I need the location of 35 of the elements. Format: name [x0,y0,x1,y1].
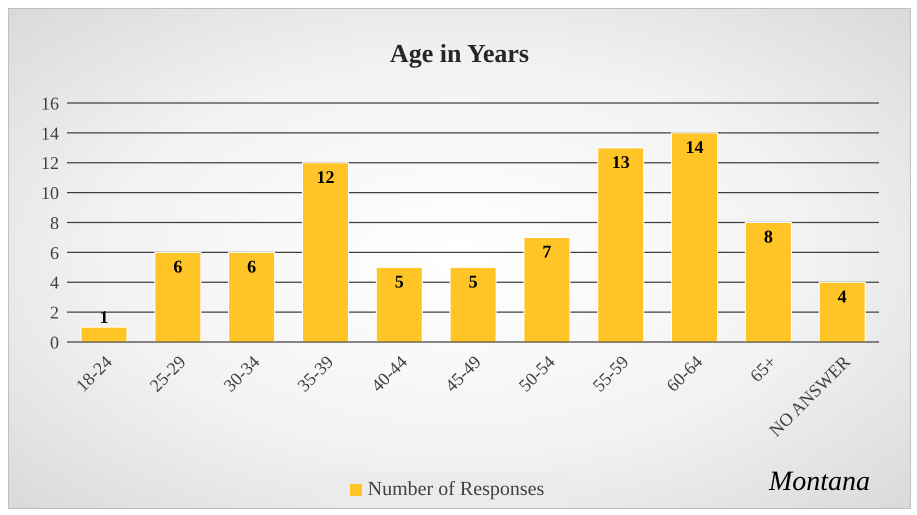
data-label: 12 [316,166,334,187]
data-label: 8 [764,226,773,246]
y-tick-label: 0 [50,332,59,352]
y-tick-label: 2 [50,302,59,323]
text: Montana [768,466,870,498]
chart-title: Age in Years [388,39,530,69]
text: Number of Responses [366,478,544,501]
bar [228,252,276,342]
data-label: 1 [100,307,108,328]
bar [523,236,570,342]
data-label: 5 [468,271,478,292]
bar [671,132,718,342]
y-tick-label: 6 [50,242,59,263]
bar [818,282,866,342]
bar [80,326,128,342]
data-label: 6 [173,256,182,276]
data-label: 14 [686,136,704,157]
bar [450,266,497,342]
bar [154,252,202,342]
y-tick-label: 16 [41,93,59,114]
x-tick-label: 65+ [746,352,780,386]
y-tick-label: 8 [50,212,59,233]
data-label: 6 [247,256,256,276]
data-label: 5 [394,271,404,292]
bar [302,162,349,342]
y-tick-label: 10 [41,183,59,204]
y-tick-label: 4 [50,272,59,293]
data-label: 13 [612,152,630,172]
bar [744,222,792,342]
y-tick-label: 14 [41,123,59,144]
data-label: 7 [542,241,552,262]
y-tick-label: 12 [41,153,59,174]
data-label: 4 [838,286,847,306]
bar [376,266,423,342]
bar [597,147,644,342]
